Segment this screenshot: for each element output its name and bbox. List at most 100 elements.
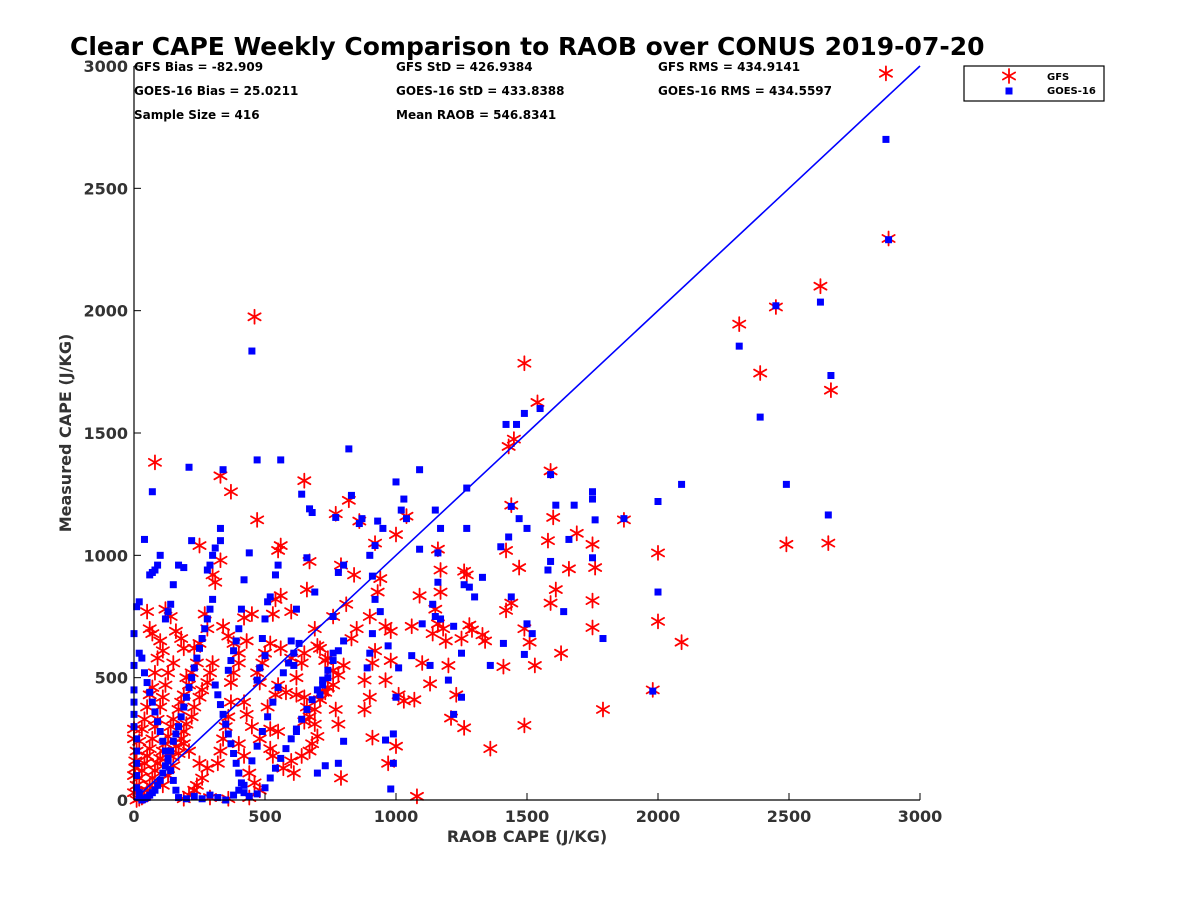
gfs-point [202, 664, 217, 681]
goes16-point [450, 622, 458, 630]
gfs-point [305, 735, 320, 752]
gfs-point [331, 716, 346, 733]
gfs-point [357, 672, 372, 689]
legend-marker-goes16-glyph [1005, 87, 1013, 95]
legend-marker-gfs [1002, 68, 1016, 84]
goes16-point [560, 608, 568, 616]
gfs-point [496, 658, 511, 675]
goes16-point [418, 620, 426, 628]
goes16-point [164, 757, 172, 765]
gfs-point [140, 603, 155, 620]
goes16-point [649, 687, 657, 695]
gfs-point [813, 278, 828, 295]
goes16-point [138, 654, 146, 662]
goes16-point [154, 781, 162, 789]
goes16-point [368, 572, 376, 580]
goes16-point [169, 776, 177, 784]
goes16-point [287, 637, 295, 645]
gfs-point [878, 65, 893, 82]
goes16-point [303, 705, 311, 713]
goes16-point [203, 615, 211, 623]
goes16-point [536, 405, 544, 413]
gfs-point [433, 584, 448, 600]
gfs-point [383, 652, 398, 669]
goes16-point [465, 583, 473, 591]
gfs-point [483, 740, 498, 757]
goes16-point [589, 488, 596, 496]
gfs-point [286, 765, 301, 781]
goes16-point [434, 549, 442, 557]
gfs-point [378, 672, 393, 689]
gfs-point [297, 689, 312, 706]
gfs-point [585, 592, 600, 609]
x-tick-label: 500 [248, 807, 281, 826]
gfs-point [543, 595, 558, 611]
gfs-point [161, 664, 176, 681]
x-axis-label: RAOB CAPE (J/KG) [447, 827, 607, 846]
gfs-point [438, 633, 453, 649]
goes16-point [282, 745, 290, 753]
goes16-point [502, 420, 510, 428]
goes16-point [140, 535, 148, 543]
gfs-point [651, 613, 665, 630]
goes16-point [216, 701, 224, 709]
gfs-point [176, 640, 191, 657]
gfs-point [585, 619, 600, 636]
gfs-point [462, 617, 477, 633]
series-layer [127, 65, 896, 808]
goes16-point [271, 571, 279, 579]
gfs-point [231, 655, 246, 671]
gfs-point [328, 701, 343, 718]
goes16-point [376, 608, 384, 616]
goes16-point [285, 659, 293, 667]
goes16-point [232, 637, 240, 645]
goes16-point [148, 488, 156, 496]
goes16-point [311, 588, 319, 596]
goes16-point [316, 691, 324, 699]
gfs-point [595, 701, 610, 718]
gfs-point [137, 755, 152, 772]
gfs-point [517, 717, 532, 734]
goes16-point [434, 578, 442, 586]
goes16-point [371, 595, 379, 603]
gfs-point [464, 622, 479, 638]
goes16-point [735, 342, 743, 350]
gfs-point [242, 765, 257, 781]
gfs-point [250, 511, 265, 528]
gfs-point [821, 535, 836, 551]
goes16-point [334, 647, 342, 655]
x-tick-label: 1500 [505, 807, 550, 826]
goes16-point [384, 642, 392, 650]
goes16-point [266, 774, 274, 782]
gfs-point [527, 657, 542, 674]
goes16-point [264, 598, 272, 606]
goes16-point [169, 581, 177, 589]
goes16-point [133, 747, 141, 755]
goes16-point [206, 561, 214, 569]
x-tick-label: 2000 [636, 807, 681, 826]
goes16-point [319, 676, 327, 684]
goes16-point [216, 524, 224, 532]
gfs-point [145, 625, 160, 642]
goes16-point [340, 561, 348, 569]
stat-goes-16-std: GOES-16 StD = 433.8388 [396, 84, 565, 98]
stat-gfs-bias: GFS Bias = -82.909 [134, 60, 263, 74]
goes16-point [227, 657, 235, 665]
goes16-point [196, 644, 203, 652]
goes16-point [345, 445, 353, 453]
goes16-point [190, 664, 198, 672]
gfs-point [475, 626, 490, 643]
goes16-point [402, 515, 410, 523]
goes16-point [397, 506, 405, 514]
gfs-point [349, 620, 364, 637]
goes16-point [279, 669, 287, 677]
goes16-point [230, 750, 238, 758]
goes16-point [245, 792, 253, 800]
gfs-point [147, 454, 162, 471]
gfs-point [522, 634, 537, 651]
gfs-point [357, 701, 372, 718]
gfs-point [294, 655, 309, 671]
goes16-point [161, 762, 169, 770]
goes16-point [156, 727, 164, 735]
